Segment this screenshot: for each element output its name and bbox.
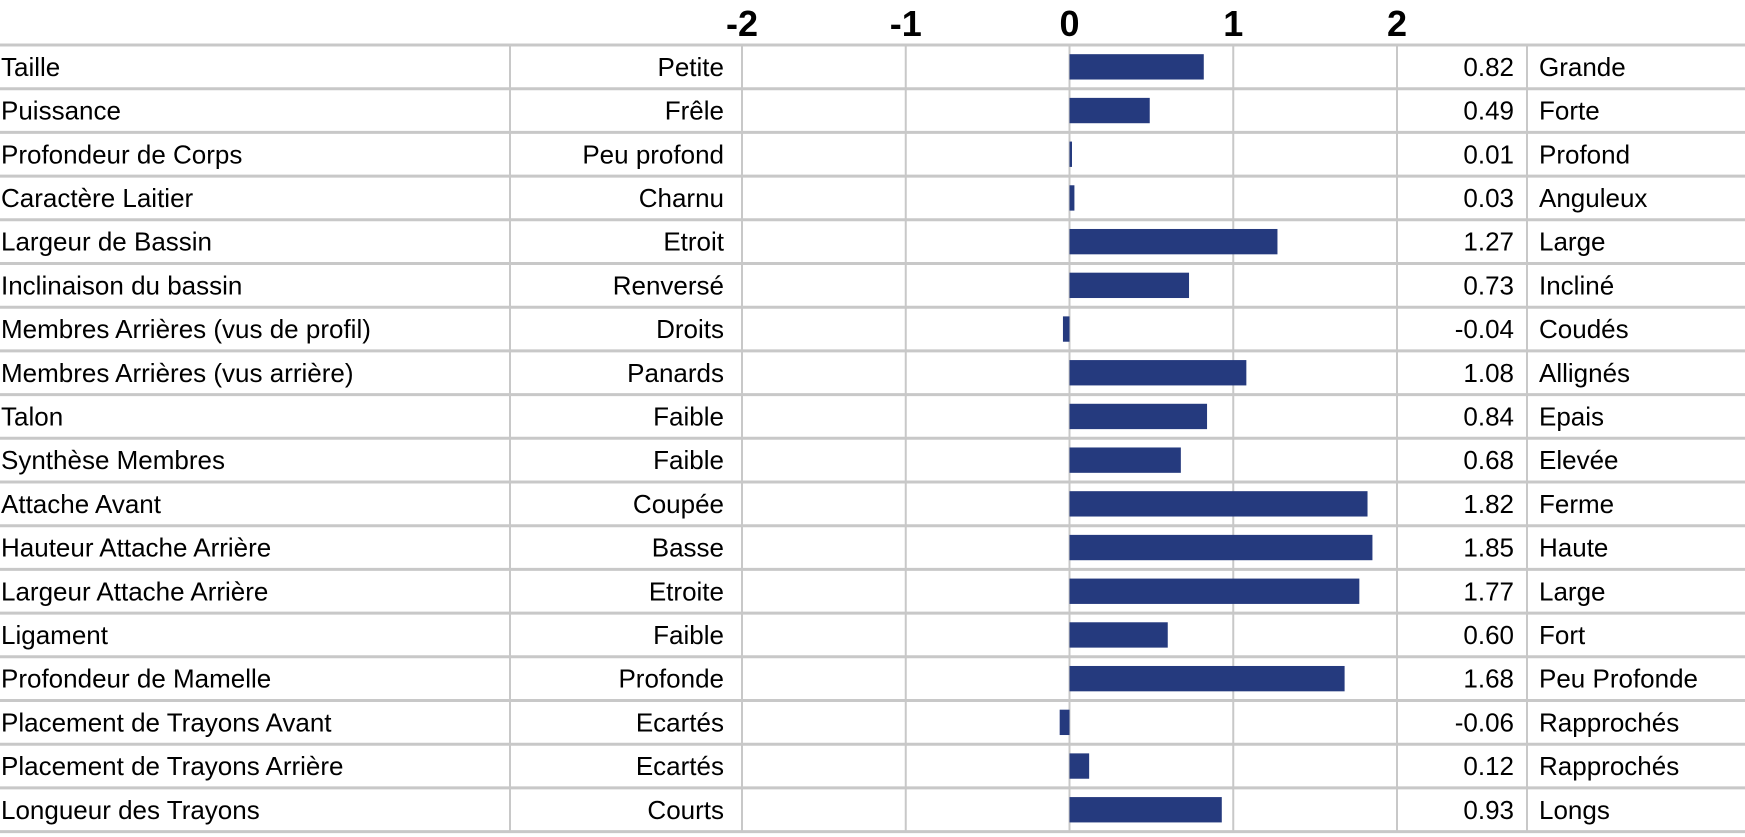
value-label: 0.12 bbox=[1463, 751, 1514, 781]
value-label: 1.68 bbox=[1463, 664, 1514, 694]
value-label: 0.60 bbox=[1463, 620, 1514, 650]
value-label: -0.06 bbox=[1455, 707, 1514, 737]
bar bbox=[1059, 709, 1070, 736]
low-pole-label: Basse bbox=[652, 533, 724, 563]
trait-label: Largeur Attache Arrière bbox=[1, 576, 268, 606]
high-pole-label: Incliné bbox=[1539, 270, 1614, 300]
high-pole-label: Fort bbox=[1539, 620, 1586, 650]
low-pole-label: Profonde bbox=[618, 664, 724, 694]
text-layer: -2 -1 0 1 2 Taille Petite 0.82 Grande Puissance Fr… bbox=[1, 3, 1698, 825]
high-pole-label: Allignés bbox=[1539, 358, 1630, 388]
bar bbox=[1069, 403, 1208, 430]
trait-label: Ligament bbox=[1, 620, 109, 650]
high-pole-label: Rapprochés bbox=[1539, 707, 1679, 737]
bar bbox=[1069, 491, 1368, 517]
bar bbox=[1069, 97, 1150, 124]
high-pole-label: Rapprochés bbox=[1539, 751, 1679, 781]
bar bbox=[1069, 753, 1090, 779]
high-pole-label: Large bbox=[1539, 576, 1606, 606]
low-pole-label: Coupée bbox=[633, 489, 724, 519]
low-pole-label: Petite bbox=[658, 52, 725, 82]
trait-label: Profondeur de Mamelle bbox=[1, 664, 271, 694]
low-pole-label: Etroite bbox=[649, 576, 724, 606]
bar bbox=[1069, 228, 1278, 255]
trait-label: Talon bbox=[1, 401, 63, 431]
value-label: 0.01 bbox=[1463, 139, 1514, 169]
trait-label: Placement de Trayons Arrière bbox=[1, 751, 344, 781]
trait-label: Puissance bbox=[1, 96, 121, 126]
high-pole-label: Epais bbox=[1539, 401, 1604, 431]
low-pole-label: Ecartés bbox=[636, 751, 724, 781]
value-label: 0.73 bbox=[1463, 270, 1514, 300]
value-label: 0.68 bbox=[1463, 445, 1514, 475]
value-label: 0.03 bbox=[1463, 183, 1514, 213]
trait-label: Profondeur de Corps bbox=[1, 139, 242, 169]
trait-label: Hauteur Attache Arrière bbox=[1, 533, 271, 563]
bar bbox=[1069, 360, 1247, 386]
bar bbox=[1069, 141, 1072, 167]
high-pole-label: Anguleux bbox=[1539, 183, 1647, 213]
value-label: 1.82 bbox=[1463, 489, 1514, 519]
low-pole-label: Renversé bbox=[613, 270, 724, 300]
x-tick-label: 1 bbox=[1223, 3, 1243, 44]
trait-label: Inclinaison du bassin bbox=[1, 270, 242, 300]
bar bbox=[1069, 272, 1190, 299]
low-pole-label: Droits bbox=[656, 314, 724, 344]
trait-label: Attache Avant bbox=[1, 489, 162, 519]
low-pole-label: Etroit bbox=[663, 227, 724, 257]
trait-label: Membres Arrières (vus arrière) bbox=[1, 358, 354, 388]
bar bbox=[1069, 797, 1222, 823]
low-pole-label: Faible bbox=[653, 445, 724, 475]
high-pole-label: Haute bbox=[1539, 533, 1608, 563]
value-label: 0.93 bbox=[1463, 795, 1514, 825]
bar bbox=[1069, 534, 1373, 561]
low-pole-label: Ecartés bbox=[636, 707, 724, 737]
value-label: -0.04 bbox=[1455, 314, 1514, 344]
bar bbox=[1069, 54, 1204, 80]
bar bbox=[1069, 185, 1075, 211]
high-pole-label: Longs bbox=[1539, 795, 1610, 825]
trait-label: Membres Arrières (vus de profil) bbox=[1, 314, 371, 344]
x-tick-label: -1 bbox=[890, 3, 922, 44]
x-tick-label: -2 bbox=[726, 3, 758, 44]
trait-label: Taille bbox=[1, 52, 60, 82]
x-tick-label: 2 bbox=[1387, 3, 1407, 44]
value-label: 1.77 bbox=[1463, 576, 1514, 606]
value-label: 0.84 bbox=[1463, 401, 1514, 431]
trait-label: Longueur des Trayons bbox=[1, 795, 260, 825]
low-pole-label: Panards bbox=[627, 358, 724, 388]
high-pole-label: Ferme bbox=[1539, 489, 1614, 519]
high-pole-label: Profond bbox=[1539, 139, 1630, 169]
high-pole-label: Peu Profonde bbox=[1539, 664, 1698, 694]
low-pole-label: Charnu bbox=[639, 183, 724, 213]
trait-label: Placement de Trayons Avant bbox=[1, 707, 332, 737]
low-pole-label: Faible bbox=[653, 401, 724, 431]
bar bbox=[1069, 578, 1360, 604]
low-pole-label: Peu profond bbox=[582, 139, 724, 169]
high-pole-label: Large bbox=[1539, 227, 1606, 257]
bar bbox=[1062, 316, 1070, 342]
x-tick-label: 0 bbox=[1059, 3, 1079, 44]
value-label: 1.85 bbox=[1463, 533, 1514, 563]
trait-label: Largeur de Bassin bbox=[1, 227, 212, 257]
value-label: 0.49 bbox=[1463, 96, 1514, 126]
high-pole-label: Forte bbox=[1539, 96, 1600, 126]
bar bbox=[1069, 447, 1181, 473]
high-pole-label: Elevée bbox=[1539, 445, 1619, 475]
value-label: 1.08 bbox=[1463, 358, 1514, 388]
low-pole-label: Faible bbox=[653, 620, 724, 650]
low-pole-label: Frêle bbox=[665, 96, 724, 126]
value-label: 1.27 bbox=[1463, 227, 1514, 257]
value-label: 0.82 bbox=[1463, 52, 1514, 82]
bar-layer bbox=[1059, 54, 1373, 823]
high-pole-label: Coudés bbox=[1539, 314, 1629, 344]
trait-label: Caractère Laitier bbox=[1, 183, 194, 213]
bar bbox=[1069, 665, 1345, 692]
trait-label: Synthèse Membres bbox=[1, 445, 225, 475]
grid-layer bbox=[0, 43, 1745, 834]
bar bbox=[1069, 622, 1168, 648]
high-pole-label: Grande bbox=[1539, 52, 1626, 82]
low-pole-label: Courts bbox=[647, 795, 724, 825]
